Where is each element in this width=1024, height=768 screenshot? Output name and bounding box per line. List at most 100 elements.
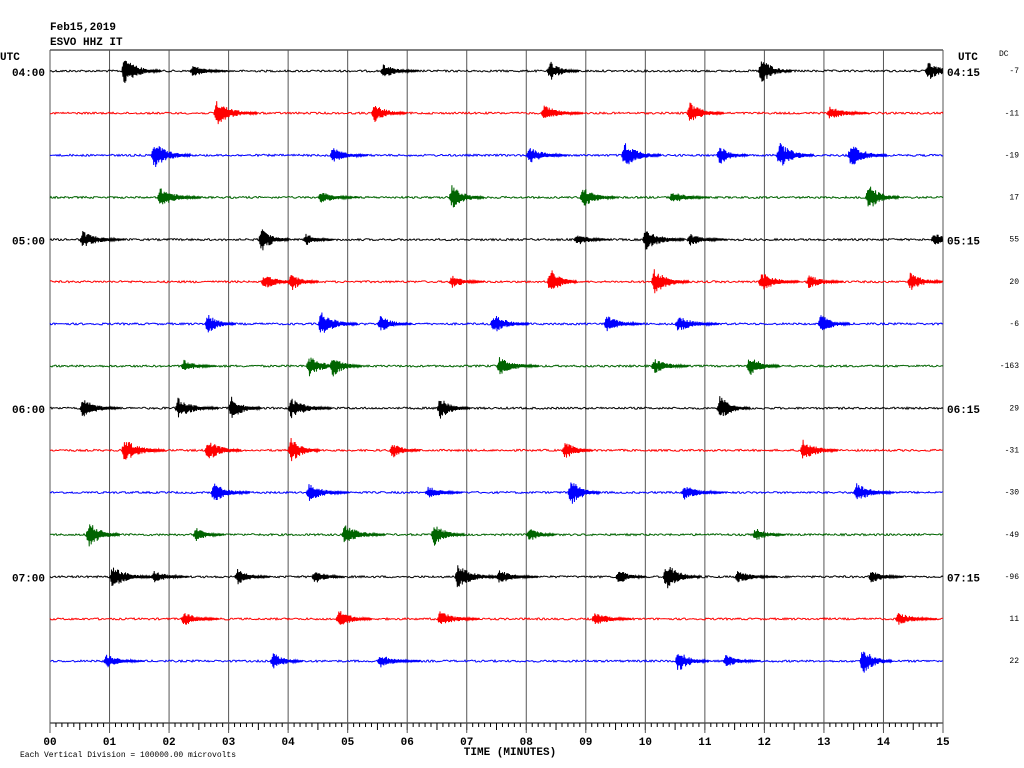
hour-label-right: 04:15 — [947, 68, 980, 80]
event-burst — [817, 315, 851, 331]
scale-note: Each Vertical Division = 100000.00 micro… — [20, 751, 236, 760]
event-burst — [668, 193, 710, 202]
event-burst — [859, 651, 893, 673]
event-burst — [561, 443, 593, 458]
event-burst — [746, 359, 780, 375]
event-burst — [680, 487, 725, 500]
event-burst — [650, 269, 690, 294]
event-burst — [540, 105, 584, 119]
event-burst — [109, 567, 153, 587]
event-burst — [799, 439, 839, 459]
dc-value: -49 — [1005, 531, 1020, 540]
x-tick-label: 02 — [162, 737, 175, 749]
dc-value: 17 — [1009, 194, 1019, 203]
event-burst — [752, 528, 786, 540]
event-burst — [174, 397, 220, 418]
dc-value: 11 — [1009, 615, 1019, 624]
dc-value: -30 — [1005, 489, 1020, 498]
event-burst — [865, 186, 900, 207]
event-burst — [388, 445, 421, 458]
event-burst — [379, 64, 420, 77]
event-burst — [180, 613, 220, 625]
event-burst — [734, 571, 778, 583]
dc-value: -31 — [1005, 446, 1020, 455]
event-burst — [847, 146, 888, 165]
event-burst — [257, 229, 290, 251]
hour-label-left: 05:00 — [12, 237, 45, 249]
event-burst — [269, 653, 304, 669]
event-burst — [805, 275, 844, 288]
event-burst — [436, 400, 471, 419]
event-burst — [341, 525, 386, 543]
event-burst — [906, 272, 944, 290]
event-burst — [103, 654, 146, 668]
dc-value: -11 — [1005, 109, 1020, 118]
event-burst — [826, 106, 870, 119]
event-burst — [371, 105, 407, 123]
event-burst — [317, 312, 359, 333]
dc-label: DC — [999, 50, 1009, 59]
x-tick-label: 15 — [936, 737, 950, 749]
event-burst — [120, 441, 166, 460]
event-burst — [228, 396, 263, 418]
trace-baseline — [49, 68, 944, 73]
event-burst — [329, 359, 363, 377]
date: Feb15,2019 — [50, 22, 116, 34]
event-burst — [448, 275, 485, 288]
event-burst — [287, 398, 333, 419]
x-tick-label: 09 — [579, 737, 592, 749]
x-tick-label: 04 — [282, 737, 296, 749]
event-burst — [424, 486, 463, 498]
event-burst — [621, 143, 662, 165]
event-burst — [317, 192, 361, 203]
x-tick-label: 05 — [341, 737, 355, 749]
event-burst — [674, 317, 720, 331]
event-burst — [686, 233, 728, 246]
event-burst — [192, 528, 225, 542]
event-burst — [641, 231, 685, 250]
event-burst — [716, 396, 751, 417]
event-burst — [213, 101, 258, 125]
hour-label-left: 07:00 — [12, 574, 45, 586]
hour-label-right: 06:15 — [947, 405, 980, 417]
x-tick-label: 14 — [877, 737, 891, 749]
event-burst — [150, 146, 192, 168]
event-burst — [603, 316, 643, 332]
dc-value: -96 — [1005, 573, 1020, 582]
event-burst — [302, 233, 335, 245]
x-tick-label: 01 — [103, 737, 117, 749]
event-burst — [930, 234, 944, 245]
x-axis-label: TIME (MINUTES) — [464, 747, 556, 759]
utc-left: UTC — [0, 52, 20, 64]
utc-right: UTC — [958, 52, 978, 64]
event-burst — [448, 185, 485, 208]
x-tick-label: 10 — [639, 737, 652, 749]
event-burst — [579, 189, 616, 206]
event-burst — [376, 656, 421, 668]
dc-value: 20 — [1009, 278, 1019, 287]
trace-baseline — [49, 532, 944, 537]
event-burst — [496, 570, 539, 583]
x-tick-label: 12 — [758, 737, 771, 749]
event-burst — [79, 230, 125, 247]
event-burst — [436, 611, 480, 624]
x-tick-label: 06 — [401, 737, 414, 749]
trace-baseline — [49, 111, 944, 116]
x-tick-label: 07 — [460, 737, 473, 749]
event-burst — [775, 142, 815, 166]
station: ESVO HHZ IT — [50, 37, 123, 49]
event-burst — [210, 483, 251, 501]
event-burst — [204, 442, 242, 459]
event-burst — [189, 66, 229, 76]
event-burst — [311, 572, 345, 583]
hour-label-left: 04:00 — [12, 68, 45, 80]
event-burst — [686, 102, 725, 121]
event-burst — [79, 400, 121, 417]
event-burst — [305, 484, 350, 501]
x-tick-label: 08 — [520, 737, 534, 749]
hour-label-left: 06:00 — [12, 405, 45, 417]
event-burst — [868, 571, 904, 583]
event-burst — [120, 60, 162, 84]
event-burst — [615, 571, 647, 582]
